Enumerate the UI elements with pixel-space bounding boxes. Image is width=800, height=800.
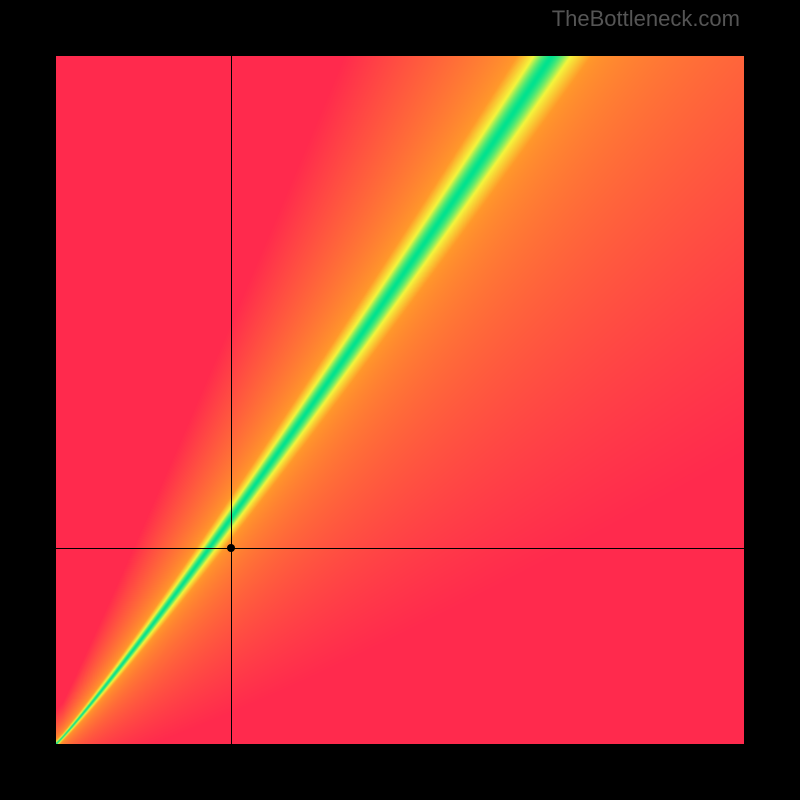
heatmap-plot	[56, 56, 744, 744]
watermark-text: TheBottleneck.com	[552, 6, 740, 32]
crosshair-horizontal	[56, 548, 744, 549]
crosshair-marker	[227, 544, 235, 552]
heatmap-canvas	[56, 56, 744, 744]
crosshair-vertical	[231, 56, 232, 744]
